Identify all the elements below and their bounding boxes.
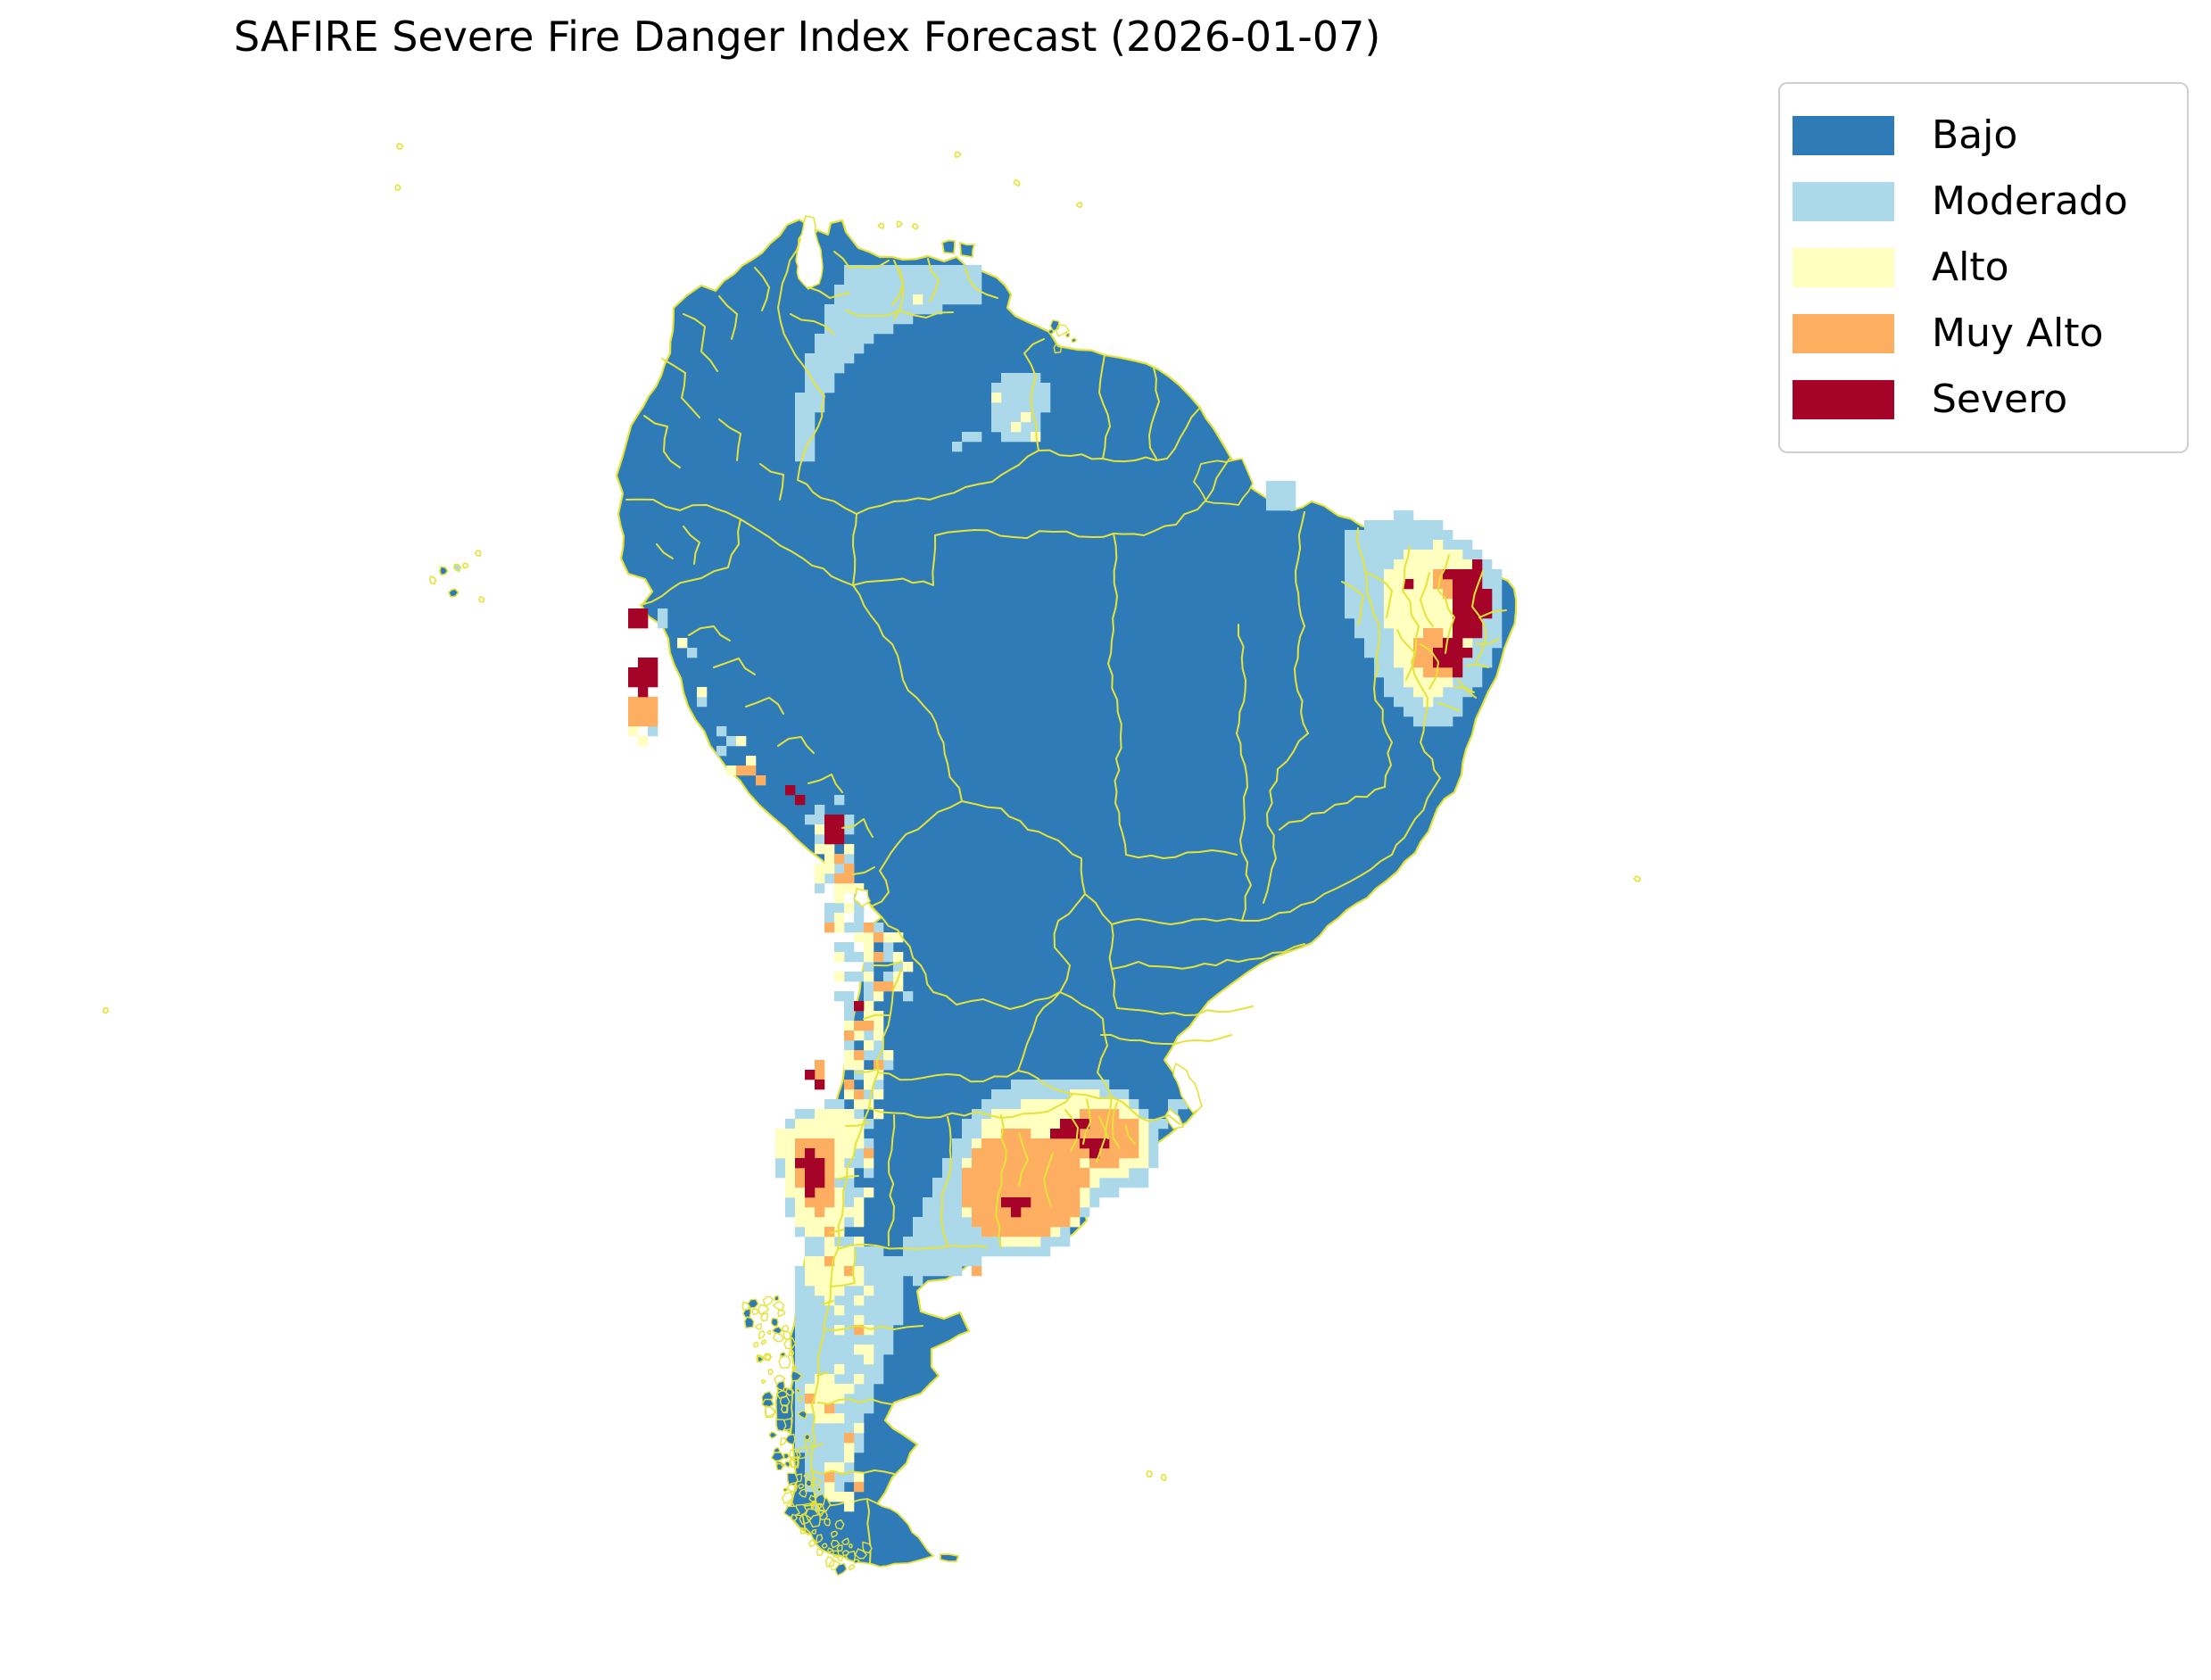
- legend-item-muy_alto: Muy Alto: [1793, 314, 2187, 353]
- legend-swatch-moderado: [1793, 182, 1894, 221]
- legend-label: Alto: [1932, 244, 2009, 290]
- legend-label: Muy Alto: [1932, 310, 2104, 356]
- legend-item-moderado: Moderado: [1793, 182, 2187, 221]
- chart-title: SAFIRE Severe Fire Danger Index Forecast…: [234, 12, 1381, 61]
- legend-swatch-bajo: [1793, 116, 1894, 155]
- legend-swatch-muy_alto: [1793, 314, 1894, 353]
- legend-item-severo: Severo: [1793, 380, 2187, 419]
- legend: Bajo Moderado Alto Muy Alto Severo: [1778, 82, 2189, 453]
- legend-item-bajo: Bajo: [1793, 116, 2187, 155]
- legend-label: Severo: [1932, 377, 2068, 422]
- legend-swatch-alto: [1793, 248, 1894, 287]
- legend-swatch-severo: [1793, 380, 1894, 419]
- legend-label: Bajo: [1932, 112, 2018, 158]
- legend-item-alto: Alto: [1793, 248, 2187, 287]
- legend-label: Moderado: [1932, 178, 2128, 224]
